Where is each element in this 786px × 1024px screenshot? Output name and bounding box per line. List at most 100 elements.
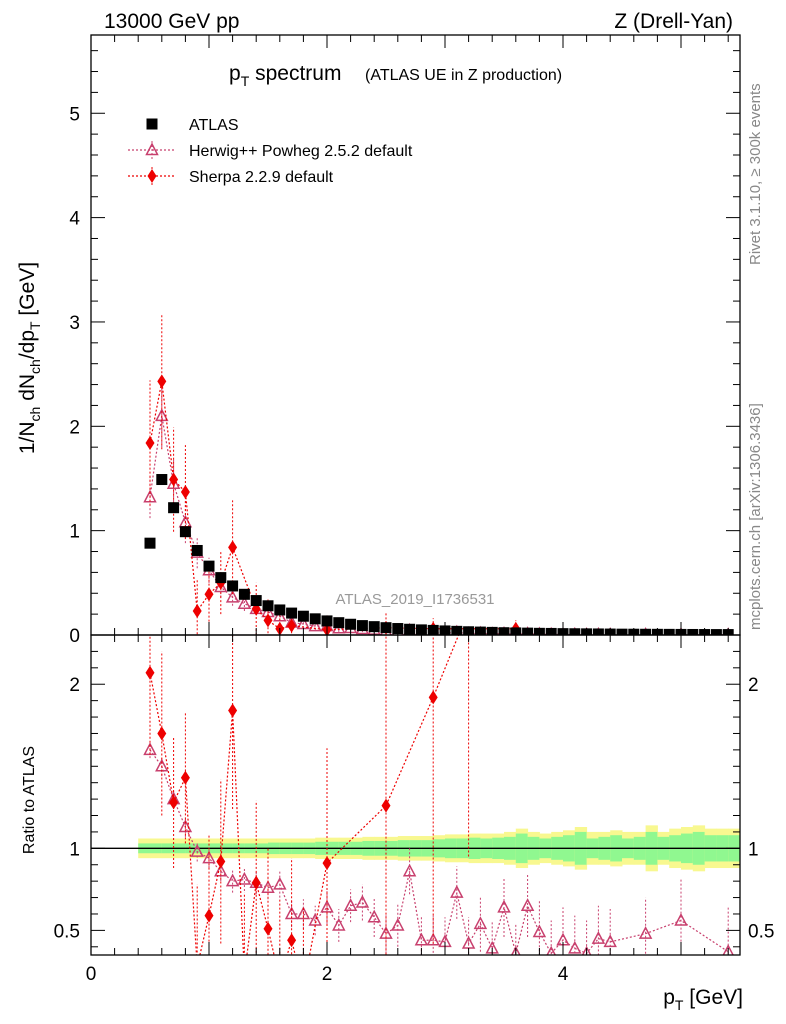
herwig-point bbox=[722, 944, 734, 955]
main-y-tick-label: 3 bbox=[69, 313, 80, 334]
ratio-y-tick-label: 0.5 bbox=[54, 921, 80, 942]
sherpa-point bbox=[157, 374, 167, 389]
herwig-point bbox=[308, 618, 322, 632]
main-panel-data bbox=[143, 313, 734, 635]
atlas-point bbox=[427, 624, 439, 635]
sherpa-point bbox=[299, 981, 308, 995]
sherpa-point bbox=[169, 795, 179, 810]
atlas-point bbox=[380, 622, 392, 634]
sherpa-point bbox=[287, 933, 297, 948]
ratio-y-tick-label-right: 2 bbox=[748, 675, 759, 696]
title-main: p bbox=[229, 62, 241, 85]
herwig-point bbox=[426, 932, 440, 946]
sherpa-point bbox=[381, 798, 391, 813]
sherpa-point bbox=[180, 485, 190, 500]
herwig-point bbox=[510, 945, 521, 955]
legend-marker-atlas bbox=[146, 118, 158, 130]
herwig-point bbox=[520, 898, 535, 912]
sherpa-point bbox=[228, 540, 238, 555]
sherpa-point bbox=[428, 690, 438, 705]
atlas-point bbox=[321, 615, 333, 627]
title-main-sub: T bbox=[241, 73, 250, 89]
atlas-point bbox=[592, 628, 604, 635]
atlas-point bbox=[522, 627, 534, 635]
atlas-point bbox=[545, 627, 557, 635]
mcplots-label: mcplots.cern.ch [arXiv:1306.3436] bbox=[747, 403, 764, 630]
x-axis-label: pT [GeV] bbox=[663, 986, 743, 1013]
herwig-point bbox=[261, 880, 275, 893]
herwig-point bbox=[450, 885, 464, 898]
ratio-y-tick-label: 2 bbox=[69, 675, 80, 696]
x-tick-label: 0 bbox=[86, 964, 97, 985]
main-y-tick-label: 4 bbox=[69, 209, 80, 230]
atlas-point bbox=[663, 628, 675, 635]
title-small: (ATLAS UE in Z production) bbox=[365, 67, 562, 84]
main-y-tick-label: 0 bbox=[69, 626, 80, 647]
atlas-point bbox=[274, 604, 286, 616]
legend-label-atlas: ATLAS bbox=[189, 117, 239, 134]
sherpa-point bbox=[240, 968, 249, 982]
legend-marker-herwig bbox=[145, 142, 159, 156]
herwig-point bbox=[603, 934, 617, 948]
herwig-point bbox=[143, 489, 157, 503]
legend-label-herwig: Herwig++ Powheg 2.5.2 default bbox=[189, 143, 413, 160]
sherpa-point bbox=[275, 973, 284, 987]
x-tick-label: 4 bbox=[558, 964, 569, 985]
main-y-tick-label: 5 bbox=[69, 104, 80, 125]
sherpa-point bbox=[204, 908, 214, 923]
x-tick-label: 2 bbox=[322, 964, 333, 985]
herwig-point bbox=[202, 850, 216, 864]
herwig-point bbox=[591, 930, 606, 944]
herwig-point bbox=[225, 873, 240, 887]
herwig-point bbox=[190, 843, 204, 857]
atlas-point bbox=[498, 627, 510, 635]
herwig-point bbox=[225, 589, 240, 603]
sherpa-point bbox=[228, 703, 238, 718]
sherpa-point bbox=[263, 921, 273, 936]
atlas-point bbox=[215, 572, 227, 584]
axes: 0 2 4 0 1 2 3 4 5 0.5 0.5 1 1 2 2 bbox=[54, 34, 774, 985]
herwig-point bbox=[473, 916, 488, 930]
herwig-point bbox=[178, 819, 193, 833]
sherpa-line bbox=[149, 381, 516, 631]
herwig-point bbox=[273, 608, 287, 622]
sherpa-point bbox=[251, 875, 261, 890]
atlas-point bbox=[474, 626, 486, 635]
atlas-point bbox=[368, 621, 380, 633]
legend: ATLAS Herwig++ Powheg 2.5.2 default Sherpa… bbox=[128, 117, 413, 186]
sherpa-line bbox=[149, 635, 460, 955]
atlas-point bbox=[640, 628, 652, 635]
sherpa-point bbox=[204, 587, 214, 602]
atlas-point bbox=[710, 629, 722, 635]
sherpa-point bbox=[322, 856, 332, 871]
herwig-point bbox=[402, 863, 417, 877]
atlas-point bbox=[168, 502, 180, 514]
rivet-version-label: Rivet 3.1.10, ≥ 300k events bbox=[747, 83, 764, 265]
analysis-watermark: ATLAS_2019_I1736531 bbox=[335, 591, 494, 608]
atlas-point bbox=[345, 618, 357, 630]
herwig-point bbox=[532, 924, 547, 938]
atlas-point bbox=[203, 560, 215, 572]
atlas-point bbox=[286, 607, 298, 619]
header-left: 13000 GeV pp bbox=[104, 10, 239, 33]
sherpa-point bbox=[180, 770, 190, 785]
sherpa-point bbox=[193, 959, 202, 973]
atlas-point bbox=[156, 474, 168, 486]
herwig-point bbox=[237, 596, 252, 609]
title-main-rest: spectrum bbox=[249, 62, 341, 85]
atlas-point bbox=[262, 600, 274, 612]
herwig-point bbox=[296, 906, 311, 920]
atlas-point bbox=[616, 628, 628, 635]
plot-title: pT spectrum (ATLAS UE in Z production) bbox=[229, 62, 562, 89]
header-right: Z (Drell-Yan) bbox=[614, 10, 733, 33]
ratio-panel-frame bbox=[90, 634, 741, 956]
atlas-point bbox=[144, 537, 156, 549]
herwig-point bbox=[391, 917, 405, 931]
atlas-point bbox=[333, 617, 345, 629]
herwig-point bbox=[367, 909, 381, 923]
herwig-point bbox=[320, 899, 334, 913]
herwig-point bbox=[581, 945, 592, 955]
atlas-point bbox=[451, 625, 463, 635]
herwig-point bbox=[214, 579, 228, 593]
legend-label-sherpa: Sherpa 2.2.9 default bbox=[189, 169, 334, 186]
